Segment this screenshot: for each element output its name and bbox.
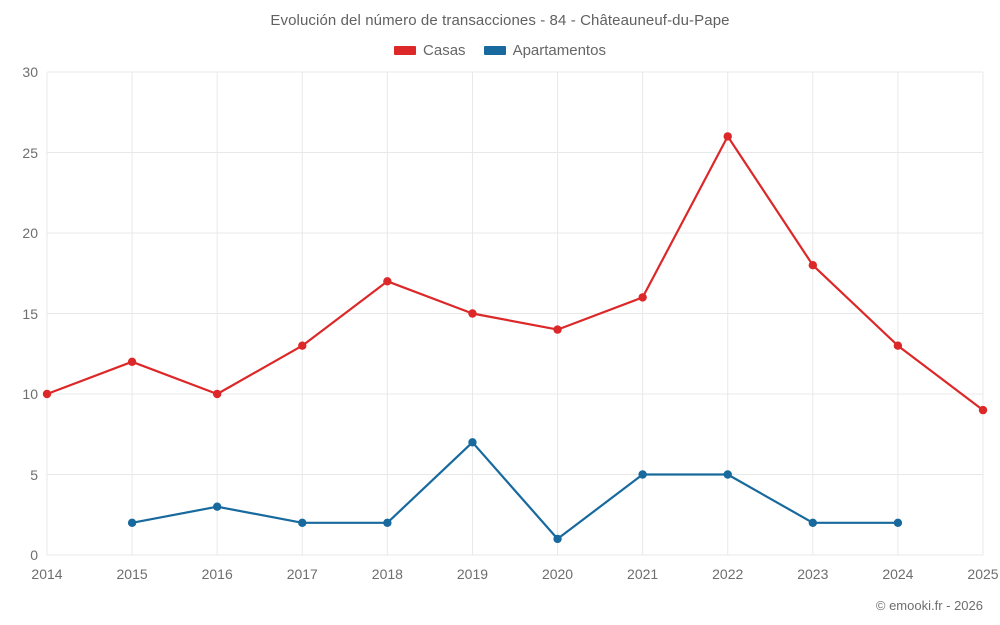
data-point[interactable] <box>127 518 137 527</box>
data-point[interactable] <box>893 518 903 527</box>
legend-item-apartamentos[interactable]: Apartamentos <box>483 42 606 59</box>
x-axis-tick-label: 2022 <box>712 566 744 582</box>
y-axis-tick-label: 25 <box>22 144 38 161</box>
x-axis-tick-label: 2018 <box>371 566 403 582</box>
y-axis-labels: 0 5 10 15 20 25 30 <box>0 64 38 563</box>
x-axis-labels: 2014 2015 2016 2017 2018 2019 2020 2021 2022 2023… <box>31 562 998 588</box>
y-axis-tick-label: 0 <box>30 547 38 563</box>
x-axis-tick-label: 2015 <box>116 566 148 582</box>
y-axis-tick-label: 10 <box>22 386 38 402</box>
x-axis-tick-label: 2014 <box>31 566 63 582</box>
line-swatch-icon <box>483 46 506 55</box>
x-axis-tick-label: 2023 <box>797 566 829 582</box>
data-point[interactable] <box>127 357 137 366</box>
data-point[interactable] <box>298 341 307 350</box>
x-axis-tick-label: 2021 <box>627 566 659 582</box>
data-point[interactable] <box>808 261 818 270</box>
legend-label-apartamentos: Apartamentos <box>512 42 606 59</box>
y-axis-tick-label: 20 <box>22 225 38 241</box>
data-point[interactable] <box>468 438 477 447</box>
data-point[interactable] <box>638 293 647 302</box>
chart-title: Evolución del número de transacciones - … <box>270 12 730 29</box>
y-axis-tick-label: 5 <box>30 466 38 483</box>
data-point[interactable] <box>383 518 392 527</box>
data-point[interactable] <box>298 518 307 527</box>
legend-item-casas[interactable]: Casas <box>394 42 466 59</box>
chart-plot-svg <box>42 71 988 556</box>
data-point[interactable] <box>42 389 52 399</box>
data-point[interactable] <box>638 470 647 479</box>
x-axis-tick-label: 2025 <box>967 566 999 582</box>
x-axis-tick-label: 2019 <box>456 566 489 582</box>
y-axis-tick-label: 15 <box>22 305 38 322</box>
data-point[interactable] <box>553 325 562 334</box>
plot-area <box>42 71 988 556</box>
data-point[interactable] <box>212 389 222 399</box>
data-point[interactable] <box>723 470 732 479</box>
data-point[interactable] <box>893 341 903 350</box>
legend-label-casas: Casas <box>423 42 466 59</box>
x-axis-tick-label: 2024 <box>882 566 914 582</box>
line-swatch-icon <box>394 46 417 55</box>
data-point[interactable] <box>383 277 392 286</box>
x-axis-tick-label: 2016 <box>201 566 233 582</box>
x-axis-tick-label: 2020 <box>541 566 574 582</box>
data-point[interactable] <box>808 518 818 527</box>
series-line-casas <box>45 135 985 412</box>
y-axis-tick-label: 30 <box>22 64 38 80</box>
x-axis-tick-label: 2017 <box>286 566 318 582</box>
footer-credit: © emooki.fr - 2026 <box>875 598 983 613</box>
series-line-apartamentos <box>130 441 900 540</box>
data-point[interactable] <box>468 309 477 318</box>
data-point[interactable] <box>212 502 222 511</box>
data-point[interactable] <box>723 132 732 141</box>
data-point[interactable] <box>978 405 988 415</box>
data-point[interactable] <box>553 534 562 544</box>
chart-legend: Casas Apartamentos <box>0 42 1000 59</box>
